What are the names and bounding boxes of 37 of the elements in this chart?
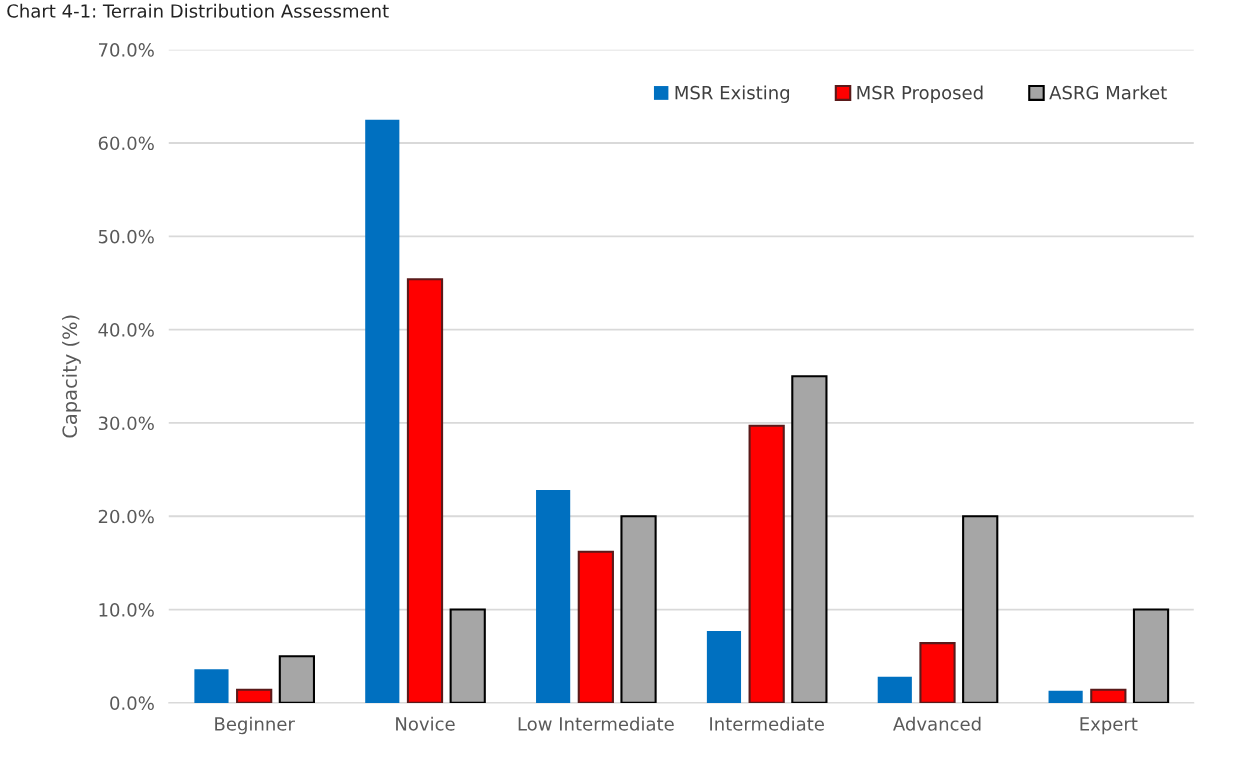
- bar: [1048, 690, 1083, 703]
- bar: [577, 550, 614, 703]
- x-tick-label: Advanced: [893, 716, 981, 731]
- x-tick-label: Low Intermediate: [518, 716, 674, 731]
- bar: [748, 424, 785, 703]
- bar: [449, 608, 486, 703]
- legend-label: ASRG Market: [1049, 85, 1167, 100]
- y-axis-title: Capacity (%): [62, 315, 81, 438]
- bar: [620, 515, 657, 703]
- bar: [278, 655, 315, 703]
- y-tick-label: 60.0%: [98, 136, 154, 151]
- y-tick-label: 20.0%: [98, 509, 154, 524]
- bar: [877, 676, 912, 703]
- y-tick-label: 30.0%: [98, 416, 154, 431]
- bar: [194, 669, 229, 703]
- x-tick-label: Intermediate: [710, 716, 824, 731]
- bar: [236, 688, 273, 703]
- bar: [919, 642, 956, 703]
- y-tick-label: 40.0%: [98, 323, 154, 337]
- bar: [706, 631, 742, 703]
- legend-label: MSR Proposed: [857, 85, 983, 103]
- y-tick-label: 70.0%: [98, 43, 154, 57]
- bar: [791, 375, 828, 703]
- y-tick-label: 0.0%: [110, 696, 154, 710]
- bar: [962, 515, 999, 703]
- bar: [365, 119, 400, 703]
- bar: [406, 278, 444, 703]
- bar: [1090, 688, 1127, 703]
- bar: [536, 490, 571, 703]
- chart-title: Chart 4-1: Terrain Distribution Assessment: [7, 3, 389, 18]
- x-tick-label: Beginner: [215, 716, 295, 735]
- bar: [1132, 608, 1170, 703]
- y-tick-label: 50.0%: [98, 229, 154, 244]
- x-tick-label: Expert: [1080, 717, 1138, 735]
- legend-label: MSR Existing: [675, 85, 790, 103]
- x-tick-label: Novice: [396, 716, 455, 731]
- y-tick-label: 10.0%: [99, 603, 154, 617]
